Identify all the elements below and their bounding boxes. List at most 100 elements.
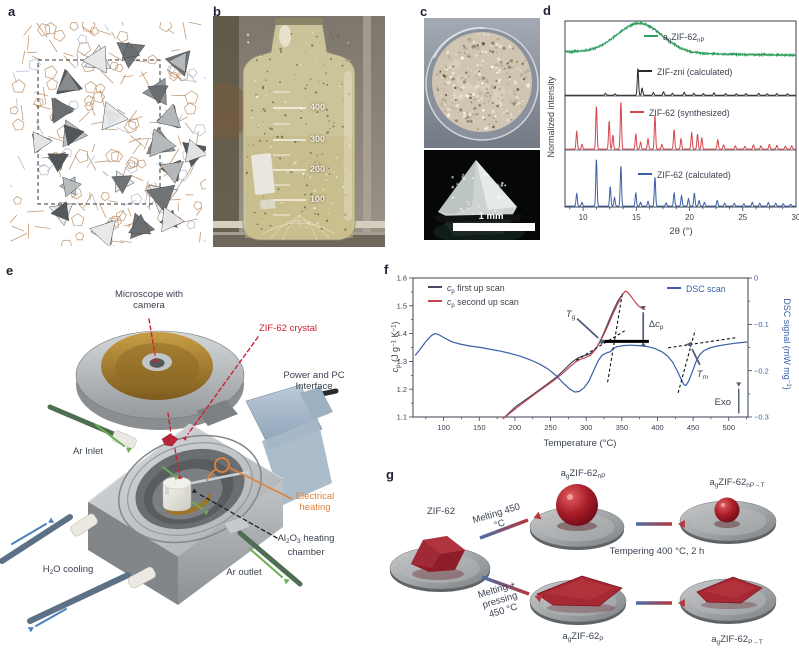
cp-tick: 1.4: [397, 329, 407, 338]
curve-2: [414, 333, 748, 393]
pressed-flake: [536, 575, 623, 613]
pxrd-x-tick: 25: [738, 213, 747, 222]
legend-synth: ZIF-62 (synthesized): [630, 108, 730, 118]
zif62-crystal-shape: [411, 536, 465, 580]
legend-dsc: DSC scan: [667, 284, 726, 294]
zif62-crystal-label: ZIF-62 crystal: [258, 323, 318, 334]
crucible: [162, 470, 250, 512]
temp-tick: 300: [580, 423, 593, 432]
electrical-heating-pointer: [206, 457, 293, 500]
calorimetry-chart: 100 150 200 250 300 350 400 450 500 1.6 1.5 1.4 1.3 1…: [397, 274, 769, 432]
xrd-trace-0: [564, 20, 797, 58]
graduation-300: 300: [310, 134, 326, 144]
dsc-axis-label: DSC signal (mW mg−1): [782, 298, 792, 390]
tempering-label: Tempering 400 °C, 2 h: [609, 546, 705, 557]
pxrd-y-axis-label: Normalized intensity: [546, 76, 556, 158]
annotation-tm: Tm: [696, 368, 708, 381]
ag-p-label: agZIF-62P: [562, 631, 604, 643]
disc-np: [529, 506, 625, 550]
dsc-tick: −0.3: [754, 413, 769, 422]
curve-1: [502, 290, 646, 420]
gas-and-water-lines: [0, 404, 303, 624]
dsc-tick: 0: [754, 274, 758, 283]
temp-tick: 150: [473, 423, 486, 432]
graduation-200: 200: [310, 164, 326, 174]
tangent-line-2: [668, 336, 738, 349]
graduation-400: 400: [310, 102, 326, 112]
pxrd-x-tick: 30: [792, 213, 799, 222]
panel-c-crystal-photo: 1 mm: [424, 150, 540, 240]
pxrd-x-tick: 10: [579, 213, 588, 222]
ag-np-label: agZIF-62nP: [560, 468, 606, 480]
temp-tick: 200: [509, 423, 522, 432]
pxrd-x-tick: 15: [632, 213, 641, 222]
scale-bar: [453, 223, 535, 231]
legend-amorphous-label: agZIF-62nP: [663, 32, 705, 44]
temp-tick: 450: [687, 423, 700, 432]
temp-tick: 250: [544, 423, 557, 432]
temp-tick: 400: [651, 423, 664, 432]
legend-synth-label: ZIF-62 (synthesized): [649, 108, 730, 118]
temp-tick: 100: [437, 423, 450, 432]
xrd-trace-1: [565, 68, 796, 96]
cp-tick: 1.3: [397, 357, 407, 366]
legend-zni-label: ZIF-zni (calculated): [657, 67, 733, 77]
powder-texture: [435, 33, 530, 130]
powder-photo-drawing: [424, 18, 540, 148]
pxrd-x-axis-label: 2θ (°): [669, 226, 693, 237]
ag-npt-label: agZIF-62nP→T: [709, 477, 765, 489]
panel-a-crystal-structure: [10, 22, 206, 246]
cp-tick: 1.6: [397, 274, 407, 283]
dsc-tick: −0.2: [754, 366, 769, 375]
panel-label-e: e: [6, 263, 14, 278]
pxrd-x-tick: 20: [685, 213, 694, 222]
panel-label-a: a: [8, 4, 16, 19]
tempered-sphere: [714, 497, 740, 523]
glass-bottle: [242, 18, 356, 241]
panel-label-b: b: [213, 4, 221, 19]
cp-tick: 1.2: [397, 385, 407, 394]
h2o-cooling-label: H2O cooling: [42, 564, 94, 576]
panel-label-g: g: [386, 467, 394, 482]
microscope-label: Microscope with camera: [114, 289, 184, 311]
temp-tick: 500: [722, 423, 735, 432]
panel-label-f: f: [384, 262, 389, 277]
panel-label-d: d: [543, 3, 551, 18]
scale-bar-label: 1 mm: [478, 211, 504, 222]
annotation-exo: Exo: [714, 396, 732, 408]
panel-g-scheme: ZIF-62 agZIF-62nP agZIF-62nP→T Tempering…: [385, 460, 799, 653]
annotation-tg: Tg: [565, 308, 576, 321]
bottle-photo-drawing: [213, 16, 385, 247]
organic-wireframe: [10, 22, 206, 246]
crystal-photo-drawing: [424, 150, 540, 240]
legend-cp-first: cp first up scan: [428, 283, 505, 295]
microscope-objective: [75, 330, 245, 430]
tangent-line-0: [575, 330, 625, 361]
legend-calc: ZIF-62 (calculated): [638, 170, 731, 180]
apparatus-drawing: [0, 318, 339, 633]
legend-calc-label: ZIF-62 (calculated): [657, 170, 731, 180]
pxrd-chart: 10 15 20 25 30: [564, 20, 799, 222]
xrd-trace-2: [565, 102, 796, 150]
cp-axis-label: cp (J g−1 K−1): [390, 321, 402, 373]
legend-cp-first-label: cp first up scan: [447, 283, 505, 295]
temp-tick: 350: [616, 423, 629, 432]
panel-c-powder-photo: [424, 18, 540, 148]
temperature-axis-label: Temperature (°C): [543, 438, 617, 449]
cp-tick: 1.5: [397, 301, 407, 310]
cp-tick: 1.1: [397, 413, 407, 422]
electrical-heating-label: Electrical heating: [295, 491, 335, 513]
pxrd-plot-frame: [564, 20, 797, 208]
process-arrow: [479, 518, 529, 540]
znn4-tetrahedra: [31, 41, 206, 246]
ag-pt-label: agZIF-62P→T: [711, 634, 763, 646]
tangent-line-1: [607, 292, 624, 383]
annotation-dcp: Δcp: [648, 319, 664, 332]
ar-outlet-label: Ar outlet: [226, 567, 262, 578]
legend-amorphous: agZIF-62nP: [644, 32, 704, 44]
legend-cp-second-label: cp second up scan: [447, 297, 519, 309]
process-arrow: [481, 575, 530, 596]
al2o3-chamber-label: Al2O3 heating chamber: [277, 533, 335, 558]
tangent-line-3: [677, 329, 696, 393]
